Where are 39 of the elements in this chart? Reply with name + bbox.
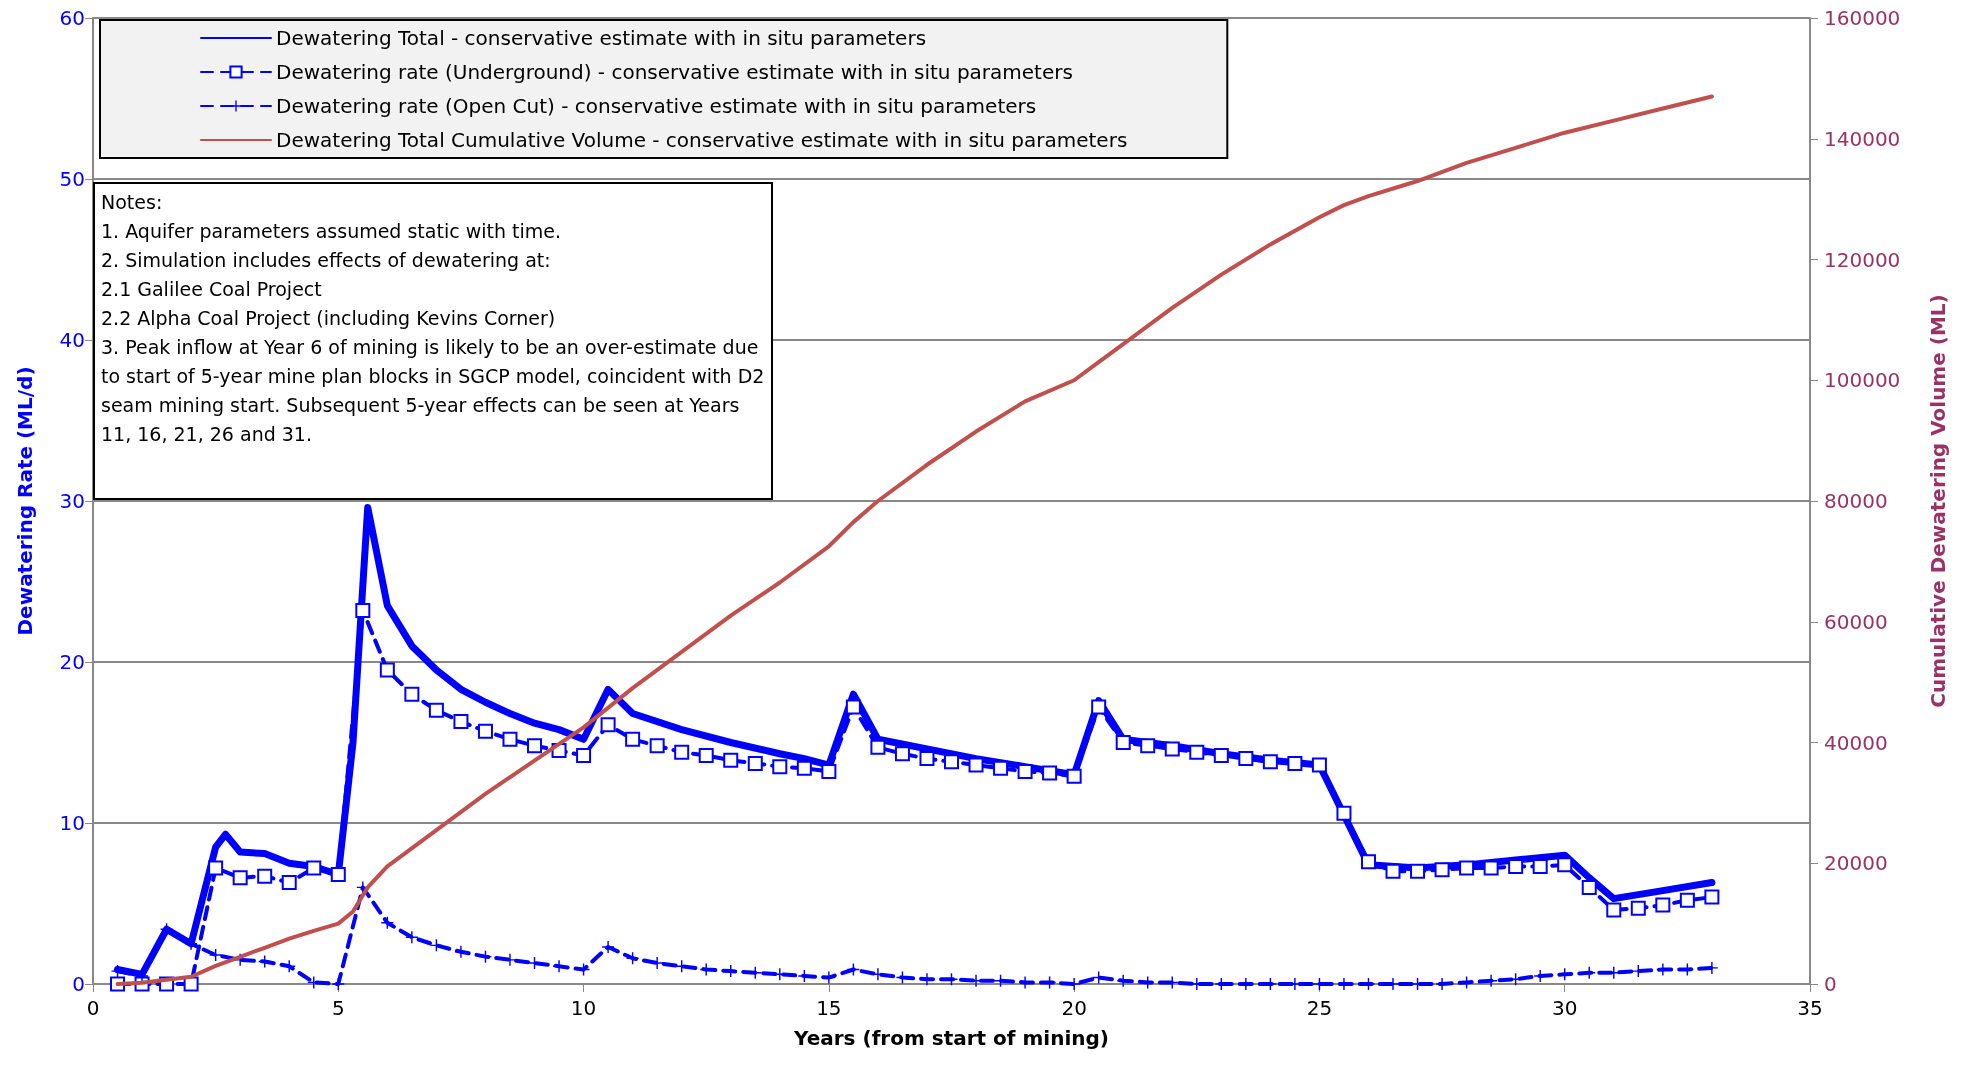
legend-label: Dewatering rate (Open Cut) - conservative estimate with in situ parameters [276, 94, 1037, 118]
y2-tick-label: 80000 [1824, 489, 1888, 513]
x-tick-label: 35 [1797, 996, 1823, 1020]
y2-tick-label: 0 [1824, 972, 1837, 996]
y2-tick-label: 60000 [1824, 609, 1888, 634]
y2-tick-label: 120000 [1824, 247, 1901, 272]
x-axis-title: Years (from start of mining) [793, 1026, 1109, 1050]
legend-label: Dewatering Total - conservative estimate with in situ parameters [276, 26, 927, 50]
y-tick-label: 40 [59, 328, 85, 352]
y-axis-title: Dewatering Rate (ML/d) [13, 366, 37, 636]
y-tick-label: 60 [59, 6, 85, 30]
y-tick-label: 30 [59, 489, 85, 513]
y-tick-label: 50 [59, 167, 85, 191]
point [330, 867, 346, 883]
annotation: Notes: [101, 190, 164, 215]
point [1311, 757, 1327, 773]
y2-tick-label: 40000 [1824, 730, 1888, 755]
x-tick-label: 0 [86, 996, 100, 1020]
y-tick-label: 0 [72, 972, 85, 996]
x-tick-label: 30 [1551, 996, 1578, 1020]
x-tick-label: 20 [1061, 996, 1087, 1020]
y2-tick-label: 140000 [1824, 126, 1901, 151]
annotation: 2. Simulation includes effects of dewatering at: [101, 248, 552, 273]
x-tick-label: 25 [1306, 996, 1333, 1020]
annotation: 2.1 Galilee Coal Project [101, 277, 323, 302]
y2-tick-label: 100000 [1824, 368, 1901, 393]
legend-label: Dewatering Total Cumulative Volume - conservative estimate with in situ parameters [276, 128, 1128, 152]
y-tick-label: 20 [59, 650, 85, 674]
annotation: 3. Peak inflow at Year 6 of mining is likely to be an over-estimate due to start of 5-year mine plan blocks in SGCP model, coincident with D2 seam mining start. Subsequent 5-year effects can be seen at Years 11, 16, 21, 26 and 31. [101, 335, 765, 447]
annotation: 1. Aquifer parameters assumed static with time. [101, 219, 562, 244]
y2-tick-label: 160000 [1824, 6, 1901, 30]
legend-label: Dewatering rate (Underground) - conservative estimate with in situ parameters [276, 60, 1073, 84]
x-tick-label: 15 [816, 996, 842, 1020]
x-tick-label: 10 [570, 996, 597, 1020]
y2-axis-title: Cumulative Dewatering Volume (ML) [1926, 294, 1950, 708]
y2-tick-label: 20000 [1824, 851, 1888, 876]
y-tick-label: 10 [59, 811, 85, 835]
x-tick-label: 5 [331, 996, 345, 1020]
annotation: 2.2 Alpha Coal Project (including Kevins Corner) [101, 306, 557, 331]
